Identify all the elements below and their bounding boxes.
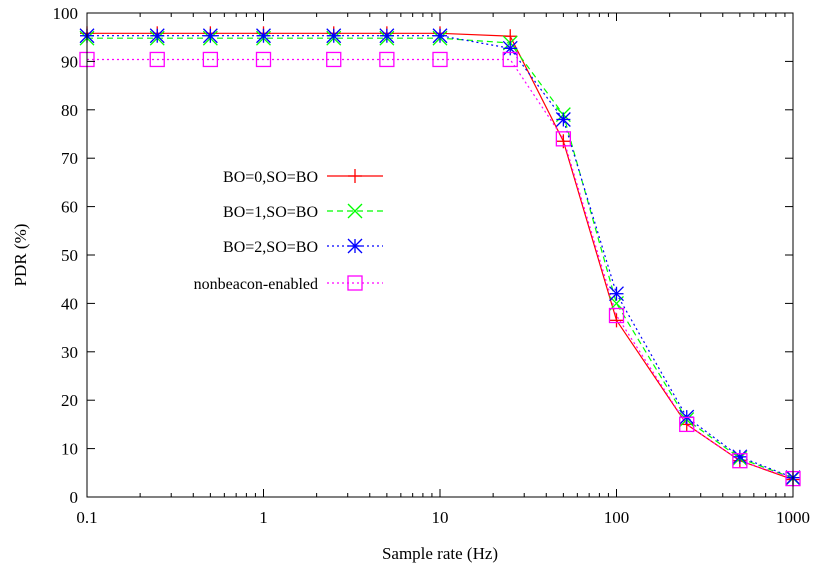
legend-label: BO=0,SO=BO [223, 169, 318, 186]
data-point [609, 286, 624, 302]
y-tick-label: 50 [61, 246, 78, 265]
data-point [679, 416, 695, 433]
data-point [609, 313, 624, 328]
x-tick-label: 10 [432, 508, 449, 527]
axis-ticks [86, 12, 794, 498]
legend-marker [348, 169, 362, 183]
data-point [555, 131, 572, 147]
legend-marker [347, 238, 363, 254]
x-tick-label: 0.1 [76, 508, 97, 527]
data-point [326, 51, 342, 68]
data-point [432, 28, 448, 44]
data-point [149, 51, 165, 68]
legend-marker [347, 203, 363, 219]
data-point [326, 28, 342, 44]
legend-label: BO=1,SO=BO [223, 204, 318, 221]
data-point [502, 51, 518, 68]
x-tick-label: 100 [604, 508, 630, 527]
data-point [255, 51, 272, 68]
y-tick-label: 60 [61, 198, 78, 217]
y-tick-label: 20 [61, 391, 78, 410]
data-point [256, 28, 271, 44]
x-axis-label: Sample rate (Hz) [382, 544, 498, 563]
y-tick-label: 40 [61, 294, 78, 313]
data-point [502, 40, 518, 56]
x-tick-label: 1 [259, 508, 268, 527]
legend-label: BO=2,SO=BO [223, 239, 318, 256]
data-point [608, 307, 625, 324]
data-point [555, 112, 571, 127]
legend-label: nonbeacon-enabled [194, 276, 318, 293]
y-tick-label: 100 [53, 4, 79, 23]
y-tick-label: 0 [70, 488, 79, 507]
legend: BO=0,SO=BO BO=1,SO=BO BO=2,SO=BO nonbeacon-… [194, 169, 383, 293]
legend-marker [347, 275, 363, 291]
data-point [202, 51, 219, 68]
x-tick-label: 1000 [776, 508, 810, 527]
y-tick-label: 30 [61, 343, 78, 362]
data-point [732, 449, 748, 465]
data-point [379, 51, 395, 68]
data-point [379, 28, 395, 44]
y-tick-label: 80 [61, 101, 78, 120]
tick-labels: 0 10 20 30 40 50 60 70 80 90 100 0.1 1 10 100 1000 [53, 4, 811, 527]
series-markers [79, 26, 801, 487]
data-point [432, 51, 448, 68]
data-point [503, 29, 518, 44]
data-point [149, 28, 165, 44]
y-tick-label: 10 [61, 440, 78, 459]
y-axis-label: PDR (%) [11, 224, 30, 287]
data-point [732, 453, 748, 469]
data-point [202, 28, 218, 44]
y-tick-label: 90 [61, 52, 78, 71]
y-tick-label: 70 [61, 149, 78, 168]
